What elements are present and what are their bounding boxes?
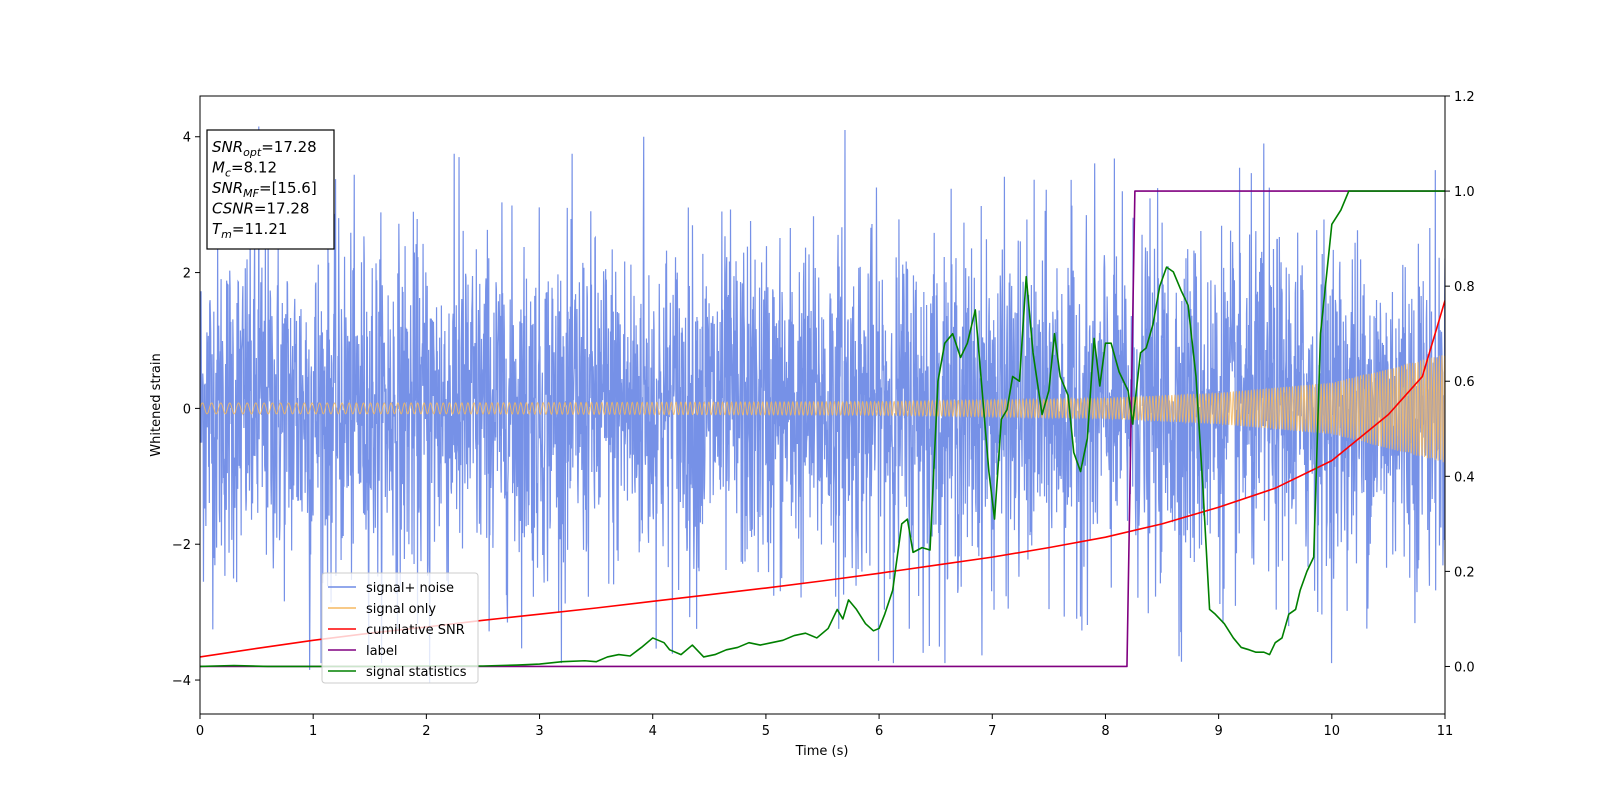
x-tick-label: 5 bbox=[762, 724, 770, 739]
y-left-tick-label: 2 bbox=[183, 267, 191, 282]
legend: signal+ noise signal only cumilative SNR la… bbox=[321, 572, 479, 684]
y-left-tick-label: 4 bbox=[183, 131, 191, 146]
y-left-tick-label: 0 bbox=[183, 402, 191, 417]
x-tick-label: 9 bbox=[1214, 724, 1222, 739]
info-line: Tm=11.21 bbox=[212, 220, 287, 241]
x-tick-label: 4 bbox=[649, 724, 657, 739]
legend-entry-label: label bbox=[366, 644, 397, 659]
y-right-tick-label: 1.2 bbox=[1454, 90, 1475, 105]
y-right-tick-label: 0.4 bbox=[1454, 470, 1475, 485]
info-line: Mc=8.12 bbox=[212, 159, 277, 180]
y-left-tick-label: −2 bbox=[172, 538, 191, 553]
y-left-tick-label: −4 bbox=[172, 674, 191, 689]
y-right-tick-label: 0.6 bbox=[1454, 375, 1475, 390]
info-line: SNRopt=17.28 bbox=[212, 138, 317, 159]
series-signal-only bbox=[200, 355, 1445, 463]
y-axis-left-ticks: 4 2 0 −2 −4 bbox=[172, 131, 200, 689]
y-right-tick-label: 0.0 bbox=[1454, 660, 1475, 675]
x-tick-label: 7 bbox=[988, 724, 996, 739]
y-right-tick-label: 0.2 bbox=[1454, 565, 1475, 580]
x-tick-label: 11 bbox=[1437, 724, 1454, 739]
info-line: CSNR=17.28 bbox=[212, 200, 309, 218]
y-right-tick-label: 1.0 bbox=[1454, 185, 1475, 200]
legend-entry-label: cumilative SNR bbox=[366, 623, 465, 638]
y-axis-right-ticks: 1.2 1.0 0.8 0.6 0.4 0.2 0.0 bbox=[1445, 90, 1475, 675]
series-signal-noise bbox=[200, 126, 1445, 684]
x-tick-label: 0 bbox=[196, 724, 204, 739]
x-tick-label: 8 bbox=[1101, 724, 1109, 739]
legend-frame bbox=[321, 572, 479, 684]
x-tick-label: 1 bbox=[309, 724, 317, 739]
x-axis-label: Time (s) bbox=[795, 744, 849, 759]
series-signal-statistics bbox=[200, 190, 1445, 668]
plot-frame bbox=[199, 95, 1446, 715]
legend-entry-label: signal+ noise bbox=[366, 581, 454, 596]
x-axis-ticks: 0 1 2 3 4 5 6 7 8 9 10 11 bbox=[196, 714, 1453, 739]
series-label bbox=[200, 190, 1445, 668]
x-tick-label: 3 bbox=[535, 724, 543, 739]
info-box-frame bbox=[206, 129, 335, 250]
y-axis-label: Whitened strain bbox=[149, 353, 164, 456]
y-right-tick-label: 0.8 bbox=[1454, 280, 1475, 295]
x-tick-label: 6 bbox=[875, 724, 883, 739]
x-tick-label: 10 bbox=[1324, 724, 1341, 739]
series-layer bbox=[200, 126, 1445, 684]
info-box: SNRopt=17.28Mc=8.12SNRMF=[15.6]CSNR=17.2… bbox=[206, 129, 335, 250]
info-line: SNRMF=[15.6] bbox=[212, 179, 317, 200]
legend-entry-label: signal statistics bbox=[366, 665, 467, 680]
legend-entry-label: signal only bbox=[366, 602, 436, 617]
x-tick-label: 2 bbox=[422, 724, 430, 739]
